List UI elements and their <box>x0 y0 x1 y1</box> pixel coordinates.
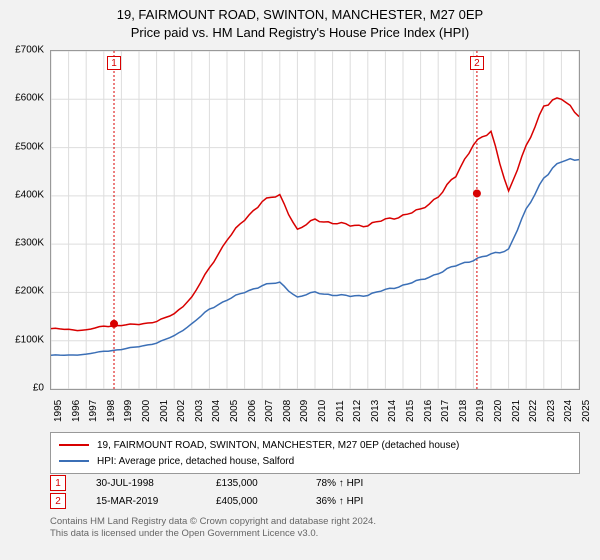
x-tick-label: 2015 <box>405 400 416 422</box>
x-tick-label: 1996 <box>71 400 82 422</box>
legend-swatch <box>59 444 89 446</box>
plot-area: 12 <box>50 50 580 390</box>
chart-title-address: 19, FAIRMOUNT ROAD, SWINTON, MANCHESTER,… <box>0 6 600 24</box>
chart-ref-badge: 2 <box>470 56 484 70</box>
y-tick-label: £400K <box>15 189 44 200</box>
x-tick-label: 2019 <box>475 400 486 422</box>
marker-pct: 78% ↑ HPI <box>316 478 416 489</box>
x-tick-label: 2024 <box>563 400 574 422</box>
x-tick-label: 2005 <box>229 400 240 422</box>
footer: Contains HM Land Registry data © Crown c… <box>50 516 580 541</box>
marker-pct: 36% ↑ HPI <box>316 496 416 507</box>
x-tick-label: 2002 <box>176 400 187 422</box>
marker-price: £135,000 <box>216 478 316 489</box>
x-tick-label: 2014 <box>387 400 398 422</box>
y-tick-label: £500K <box>15 141 44 152</box>
x-tick-label: 2012 <box>352 400 363 422</box>
y-axis: £0£100K£200K£300K£400K£500K£600K£700K <box>0 50 48 390</box>
chart-ref-badge: 1 <box>107 56 121 70</box>
x-tick-label: 2022 <box>528 400 539 422</box>
x-tick-label: 2016 <box>423 400 434 422</box>
legend-item: 19, FAIRMOUNT ROAD, SWINTON, MANCHESTER,… <box>59 437 571 453</box>
marker-badge: 1 <box>50 475 66 491</box>
x-tick-label: 2018 <box>458 400 469 422</box>
marker-badge: 2 <box>50 493 66 509</box>
legend-item: HPI: Average price, detached house, Salf… <box>59 453 571 469</box>
y-tick-label: £700K <box>15 45 44 56</box>
x-tick-label: 2004 <box>211 400 222 422</box>
chart-svg <box>51 51 579 389</box>
x-tick-label: 1998 <box>106 400 117 422</box>
x-tick-label: 2008 <box>282 400 293 422</box>
chart-container: 19, FAIRMOUNT ROAD, SWINTON, MANCHESTER,… <box>0 0 600 560</box>
legend-swatch <box>59 460 89 462</box>
x-tick-label: 2023 <box>546 400 557 422</box>
footer-line2: This data is licensed under the Open Gov… <box>50 528 580 540</box>
y-tick-label: £100K <box>15 334 44 345</box>
x-tick-label: 2007 <box>264 400 275 422</box>
marker-price: £405,000 <box>216 496 316 507</box>
x-tick-label: 1995 <box>53 400 64 422</box>
x-tick-label: 2025 <box>581 400 592 422</box>
y-tick-label: £300K <box>15 238 44 249</box>
legend-label: 19, FAIRMOUNT ROAD, SWINTON, MANCHESTER,… <box>97 440 459 451</box>
legend-label: HPI: Average price, detached house, Salf… <box>97 456 294 467</box>
marker-row: 1 30-JUL-1998£135,00078% ↑ HPI <box>50 474 580 492</box>
x-tick-label: 2003 <box>194 400 205 422</box>
y-tick-label: £0 <box>33 383 44 394</box>
x-axis: 1995 1996 1997 1998 1999 2000 2001 2002 2003 2004… <box>50 392 580 432</box>
y-tick-label: £200K <box>15 286 44 297</box>
x-tick-label: 2013 <box>370 400 381 422</box>
x-tick-label: 2010 <box>317 400 328 422</box>
marker-date: 30-JUL-1998 <box>96 478 216 489</box>
x-tick-label: 2001 <box>159 400 170 422</box>
markers-table: 1 30-JUL-1998£135,00078% ↑ HPI 2 15-MAR-201… <box>50 474 580 510</box>
legend: 19, FAIRMOUNT ROAD, SWINTON, MANCHESTER,… <box>50 432 580 474</box>
chart-subtitle: Price paid vs. HM Land Registry's House … <box>0 24 600 42</box>
x-tick-label: 2011 <box>335 400 346 422</box>
x-tick-label: 2009 <box>299 400 310 422</box>
footer-line1: Contains HM Land Registry data © Crown c… <box>50 516 580 528</box>
marker-row: 2 15-MAR-2019£405,00036% ↑ HPI <box>50 492 580 510</box>
x-tick-label: 1997 <box>88 400 99 422</box>
title-area: 19, FAIRMOUNT ROAD, SWINTON, MANCHESTER,… <box>0 0 600 42</box>
x-tick-label: 2017 <box>440 400 451 422</box>
x-tick-label: 2000 <box>141 400 152 422</box>
x-tick-label: 2006 <box>247 400 258 422</box>
x-tick-label: 2020 <box>493 400 504 422</box>
x-tick-label: 1999 <box>123 400 134 422</box>
marker-date: 15-MAR-2019 <box>96 496 216 507</box>
y-tick-label: £600K <box>15 93 44 104</box>
x-tick-label: 2021 <box>511 400 522 422</box>
